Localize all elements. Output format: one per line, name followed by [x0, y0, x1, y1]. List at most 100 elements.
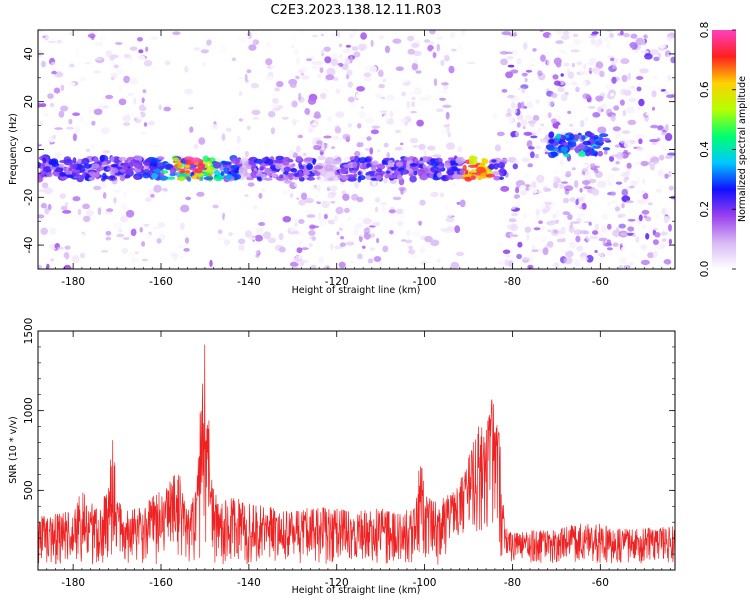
spectrogram-cell — [453, 124, 459, 131]
spectrogram-band-cell — [246, 176, 255, 181]
spectrogram-cell — [505, 71, 514, 79]
spectrogram-cell — [620, 88, 628, 96]
spectrogram-cell — [94, 41, 104, 47]
spectrogram-cell — [164, 60, 171, 66]
spectrogram-cell — [525, 69, 533, 73]
spectrogram-cell — [600, 103, 608, 110]
spectrogram-x-tick-label: -180 — [61, 276, 85, 288]
spectrogram-cell — [621, 130, 631, 135]
spectrogram-cell — [546, 58, 551, 67]
spectrogram-cell — [216, 54, 223, 61]
spectrogram-cell — [408, 245, 413, 250]
spectrogram-band-cell — [581, 135, 586, 141]
spectrogram-cell — [289, 83, 297, 88]
spectrogram-cell — [298, 219, 305, 224]
spectrogram-band-cell — [548, 138, 555, 144]
snr-x-tick-label: -160 — [149, 577, 173, 589]
spectrogram-cell — [441, 90, 449, 94]
spectrogram-cell — [576, 61, 583, 66]
spectrogram-band-cell — [578, 152, 587, 157]
spectrogram-cell — [418, 220, 422, 226]
spectrogram-cell — [524, 77, 528, 83]
spectrogram-band-cell — [485, 173, 496, 178]
spectrogram-cell — [595, 165, 600, 169]
spectrogram-band-cell — [470, 175, 476, 180]
spectrogram-cell — [589, 235, 599, 240]
spectrogram-cell — [300, 259, 309, 264]
spectrogram-cell — [650, 49, 660, 56]
spectrogram-band-cell — [499, 167, 505, 174]
spectrogram-cell — [153, 71, 161, 79]
spectrogram-cell — [272, 103, 279, 109]
spectrogram-cell — [344, 207, 350, 213]
spectrogram-cell — [112, 62, 116, 66]
spectrogram-cell — [430, 191, 439, 198]
spectrogram-cell — [296, 247, 303, 254]
spectrogram-band-cell — [555, 133, 562, 139]
spectrogram-cell — [614, 144, 621, 148]
spectrogram-cell — [598, 237, 608, 242]
spectrogram-band-cell — [396, 174, 403, 181]
spectrogram-cell — [184, 65, 189, 73]
spectrogram-cell — [641, 190, 646, 195]
spectrogram-cell — [524, 226, 532, 233]
spectrogram-cell — [56, 39, 63, 44]
spectrogram-cell — [613, 105, 620, 111]
figure-title: C2E3.2023.138.12.11.R03 — [270, 3, 441, 18]
spectrogram-cell — [247, 182, 255, 187]
spectrogram-cell — [564, 185, 574, 192]
snr-panel: -180 -160 -140 -120 -100 -80 -60 500 1000 1500 H… — [8, 318, 676, 596]
spectrogram-cell — [629, 185, 635, 189]
spectrogram-band-cell — [42, 157, 47, 164]
spectrogram-band-cell — [601, 137, 611, 142]
spectrogram-cell — [143, 59, 153, 67]
colorbar-tick-label: 0.4 — [699, 141, 711, 158]
spectrogram-x-tick-label: -160 — [149, 276, 173, 288]
colorbar-label: Normalized spectral amplitude — [737, 76, 748, 222]
spectrogram-cell — [334, 215, 339, 222]
spectrogram-cell — [611, 83, 619, 91]
spectrogram-cell — [118, 98, 127, 106]
spectrogram-cell — [622, 109, 626, 117]
spectrogram-cell — [296, 197, 300, 201]
spectrogram-cell — [294, 74, 300, 80]
spectrogram-cell — [648, 202, 653, 206]
spectrogram-band-cell — [256, 172, 263, 177]
spectrogram-cell — [561, 181, 568, 184]
spectrogram-cell — [588, 35, 597, 39]
spectrogram-cell — [372, 179, 377, 186]
spectrogram-cell — [261, 246, 269, 253]
spectrogram-cell — [321, 87, 330, 94]
spectrogram-cell — [530, 151, 535, 159]
spectrogram-cell — [652, 76, 659, 79]
spectrogram-cell — [661, 131, 667, 136]
spectrogram-cell — [442, 104, 452, 109]
spectrogram-cell — [374, 206, 379, 213]
spectrogram-cell — [411, 62, 419, 71]
spectrogram-band-cell — [38, 161, 41, 169]
spectrogram-cell — [668, 238, 673, 245]
spectrogram-cell — [668, 185, 674, 191]
spectrogram-cell — [323, 46, 331, 52]
spectrogram-cell — [345, 45, 351, 48]
spectrogram-band-cell — [499, 176, 504, 180]
spectrogram-cell — [610, 114, 616, 122]
spectrogram-band-cell — [358, 157, 368, 164]
spectrogram-y-tick-label: -40 — [23, 237, 35, 254]
spectrogram-band-cell — [488, 163, 495, 170]
spectrogram-cell — [571, 128, 576, 134]
spectrogram-cell — [416, 119, 424, 127]
spectrogram-cell — [553, 80, 561, 86]
spectrogram-cell — [147, 189, 155, 196]
spectrogram-cell — [270, 127, 276, 135]
spectrogram-cell — [357, 123, 362, 129]
spectrogram-cell — [575, 235, 581, 243]
spectrogram-cell — [386, 117, 391, 122]
spectrogram-cell — [636, 86, 642, 92]
spectrogram-cell — [569, 177, 574, 184]
spectrogram-cell — [338, 261, 346, 269]
spectrogram-cell — [358, 111, 367, 119]
spectrogram-cell — [382, 245, 389, 253]
spectrogram-cell — [44, 207, 50, 215]
spectrogram-cell — [618, 223, 626, 229]
